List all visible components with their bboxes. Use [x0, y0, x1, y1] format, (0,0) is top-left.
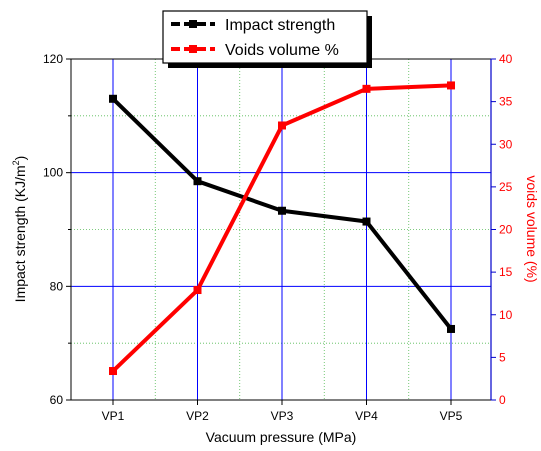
x-axis-label: Vacuum pressure (MPa): [206, 429, 357, 445]
x-tick-label: VP2: [186, 409, 209, 423]
x-tick-label: VP1: [102, 409, 125, 423]
legend: Impact strength Voids volume %: [162, 10, 372, 68]
series-point-0: [362, 217, 371, 226]
series-point-1: [362, 84, 371, 93]
x-tick-label: VP5: [440, 409, 463, 423]
left-tick-label: 100: [43, 166, 63, 180]
left-axis-label-tail: ): [12, 156, 28, 161]
left-tick-label: 60: [50, 393, 64, 407]
legend-box: [162, 10, 368, 64]
legend-marker-0: [189, 20, 197, 28]
left-axis-label-sup: 2: [11, 160, 21, 165]
right-tick-label: 5: [499, 350, 506, 364]
legend-marker-1: [189, 45, 197, 53]
series-point-0: [193, 177, 202, 186]
legend-label-0: Impact strength: [225, 17, 335, 34]
series: [109, 81, 455, 376]
series-point-1: [278, 121, 286, 130]
series-point-1: [447, 81, 455, 90]
right-axis-label: voids volume (%): [524, 175, 540, 282]
right-tick-label: 0: [499, 393, 506, 407]
left-tick-label: 80: [50, 279, 64, 293]
right-tick-label: 25: [499, 180, 513, 194]
right-tick-label: 10: [499, 308, 513, 322]
left-axis: 60 80 100 120: [43, 52, 71, 407]
right-tick-label: 35: [499, 95, 513, 109]
grid: [71, 59, 491, 400]
series-point-0: [278, 206, 286, 215]
series-point-0: [109, 94, 117, 103]
right-tick-label: 15: [499, 265, 513, 279]
left-axis-label: Impact strength (KJ/m2): [11, 156, 28, 303]
right-tick-label: 40: [499, 52, 513, 66]
x-tick-label: VP4: [355, 409, 378, 423]
x-axis: VP1 VP2 VP3 VP4 VP5: [102, 400, 463, 423]
series-point-1: [109, 367, 117, 376]
series-point-1: [193, 286, 202, 295]
left-axis-label-main: Impact strength (KJ/m: [12, 165, 28, 302]
right-tick-label: 30: [499, 137, 513, 151]
legend-label-1: Voids volume %: [225, 42, 339, 59]
right-axis: 0 5 10 15 20 25 30 35 40: [491, 52, 513, 407]
x-tick-label: VP3: [271, 409, 294, 423]
left-tick-label: 120: [43, 52, 63, 66]
series-point-0: [447, 324, 455, 333]
right-tick-label: 20: [499, 223, 513, 237]
